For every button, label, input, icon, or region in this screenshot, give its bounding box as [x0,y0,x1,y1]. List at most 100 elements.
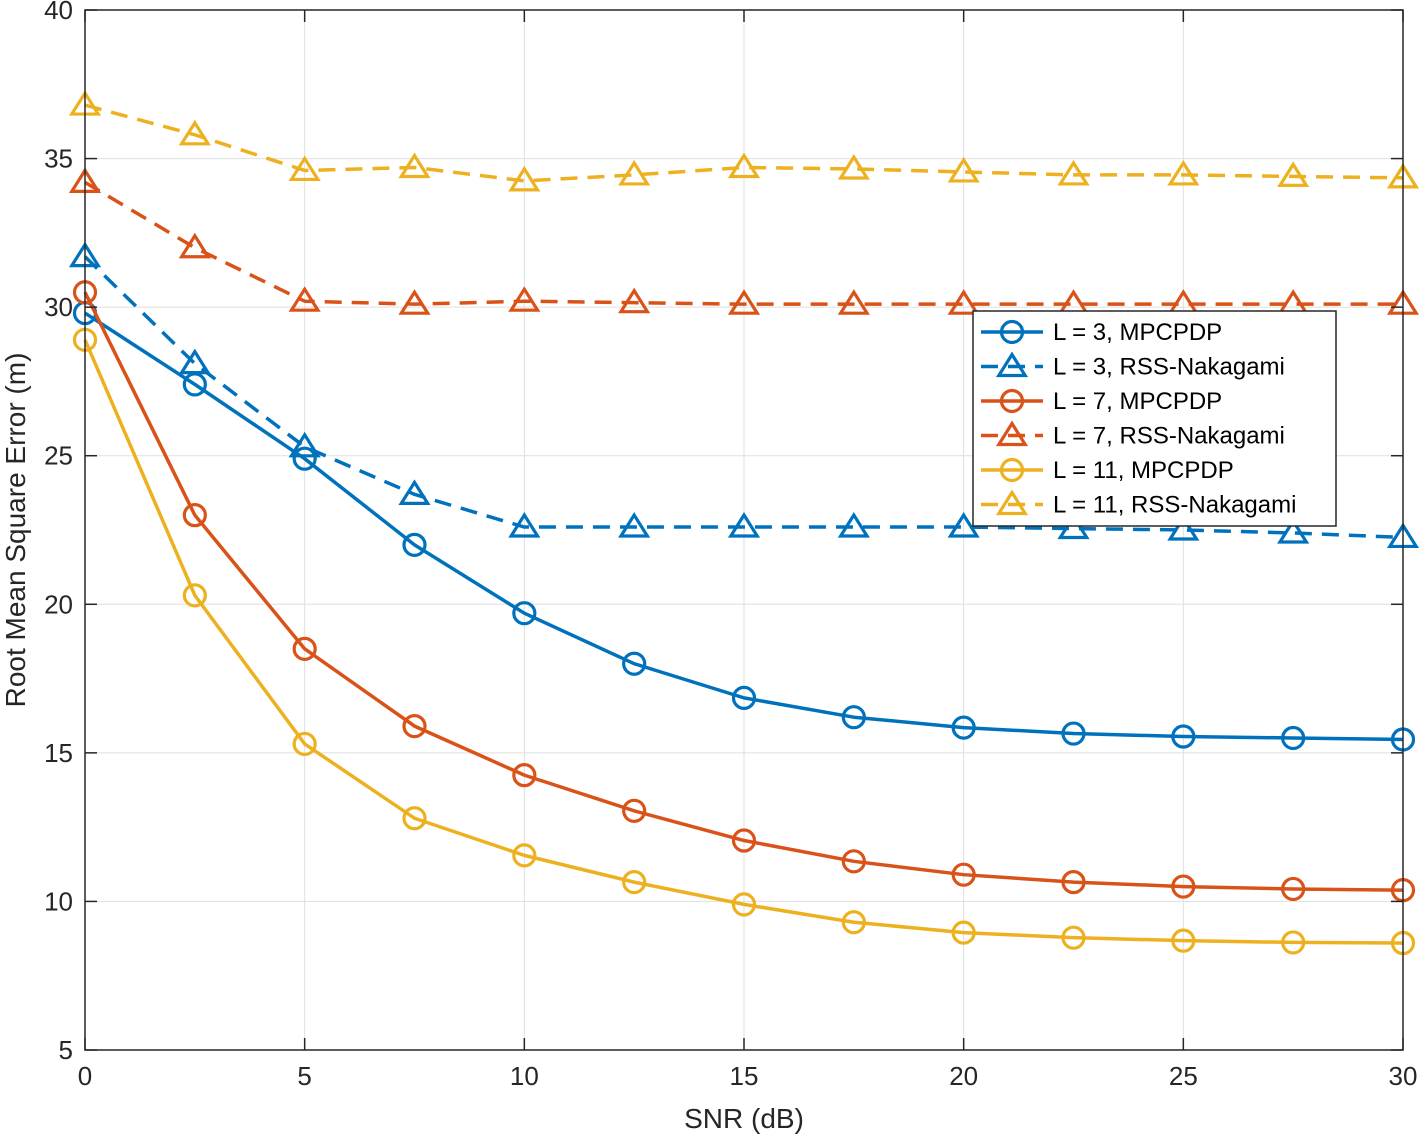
x-tick-label: 30 [1389,1061,1418,1091]
data-point [1171,724,1196,749]
y-axis-label: Root Mean Square Error (m) [0,353,31,708]
data-point [622,651,647,676]
legend-entry: L = 7, RSS-Nakagami [981,420,1285,450]
x-tick-label: 15 [730,1061,759,1091]
series-line [84,103,1404,183]
series-0 [72,300,1416,752]
data-point [402,714,427,739]
data-point [1061,925,1086,950]
data-point [178,348,211,375]
legend-entry: L = 11, MPCPDP [981,457,1234,484]
data-point [1057,513,1090,540]
y-tick-label: 10 [44,886,73,916]
data-point [1277,517,1310,544]
data-point [288,431,321,458]
data-point [951,862,976,887]
data-point [1057,159,1090,186]
data-point [292,636,317,661]
data-point [512,601,537,626]
y-tick-label: 30 [44,292,73,322]
data-point [731,685,757,710]
data-point [1061,870,1086,895]
data-point [841,849,866,874]
legend-marker [999,319,1025,345]
data-point [622,870,647,895]
legend-label: L = 7, RSS-Nakagami [1053,423,1285,450]
series-5 [68,90,1420,192]
series-line [84,311,1404,742]
data-point [622,798,647,823]
series-line [84,180,1403,306]
series-line [83,339,1404,945]
y-tick-label: 5 [59,1035,73,1065]
data-point [1167,159,1200,186]
legend-entry: L = 3, RSS-Nakagami [981,351,1285,381]
data-point [1061,721,1086,746]
legend-marker [995,489,1029,516]
data-point [512,763,537,788]
legend-entry: L = 7, MPCPDP [981,388,1222,415]
legend-marker [999,457,1025,483]
x-tick-label: 20 [949,1061,978,1091]
data-point [292,446,317,471]
data-point [951,920,976,945]
data-point [727,512,761,538]
legend: L = 3, MPCPDP L = 3, RSS-Nakagami L = 7, M… [972,310,1337,527]
legend-label: L = 11, RSS-Nakagami [1053,492,1296,519]
legend-label: L = 3, MPCPDP [1053,319,1222,346]
data-point [398,152,431,179]
series-line [83,255,1404,540]
y-tick-label: 20 [44,589,73,619]
data-point [618,287,651,314]
legend-label: L = 7, MPCPDP [1053,388,1222,415]
data-point [1281,876,1306,902]
data-point [288,286,321,312]
data-point [727,289,761,315]
y-tick-label: 40 [44,0,73,25]
data-point [178,119,211,146]
data-point [841,705,866,730]
data-point [292,731,317,757]
data-point [1167,514,1200,541]
series-line [83,291,1404,892]
series-lines [68,90,1420,956]
data-point [508,165,541,192]
data-point [837,153,870,180]
data-point [837,289,870,315]
legend-marker [995,420,1029,447]
y-tick-label: 35 [44,144,73,174]
data-point [402,532,427,557]
data-point [508,286,541,312]
legend-label: L = 3, RSS-Nakagami [1053,354,1285,381]
legend-entry: L = 3, MPCPDP [981,319,1222,346]
series-1 [68,241,1420,549]
data-point [947,156,980,183]
data-point [618,159,651,186]
data-point [1281,930,1306,955]
data-point [398,479,431,505]
data-point [512,843,537,868]
legend-entry: L = 11, RSS-Nakagami [981,489,1296,519]
data-point [1171,874,1196,899]
legend-marker [995,351,1029,378]
x-tick-label: 0 [78,1061,92,1091]
series-2 [72,280,1416,903]
x-axis-label: SNR (dB) [684,1103,804,1134]
x-tick-label: 5 [297,1061,311,1091]
data-point [1281,725,1306,751]
data-point [727,152,761,179]
legend-box [972,310,1337,527]
y-tick-label: 25 [44,441,73,471]
data-point [951,715,976,740]
data-point [947,512,980,538]
data-point [947,289,980,315]
data-point [288,155,321,182]
data-point [731,892,757,917]
data-point [182,503,207,528]
data-point [1277,161,1310,187]
data-point [398,289,431,315]
x-tick-label: 25 [1169,1061,1198,1091]
y-tick-label: 15 [44,738,73,768]
